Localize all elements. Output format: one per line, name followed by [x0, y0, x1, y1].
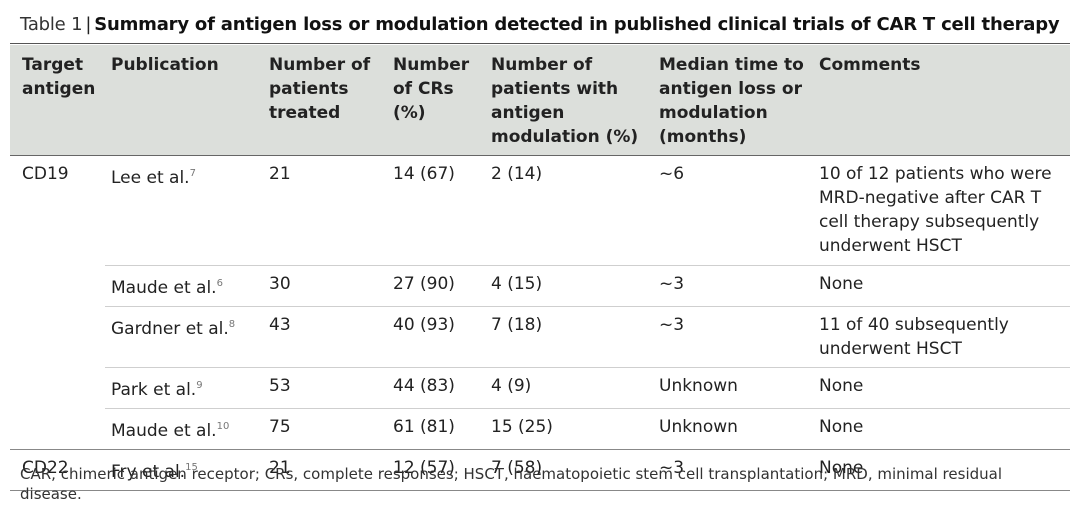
header-cell: Target antigen	[10, 45, 105, 156]
antigen-cell: CD19	[10, 155, 105, 450]
crs-cell: 14 (67)	[387, 155, 485, 266]
header-cell: Number of CRs (%)	[387, 45, 485, 156]
publication: Maude et al.	[111, 278, 217, 298]
reference: 15	[185, 462, 198, 473]
table-row: Maude et al.6 30 27 (90) 4 (15) ~3 None	[10, 265, 1070, 307]
publication-cell: Fry et al.15	[105, 449, 263, 491]
reference: 7	[189, 168, 196, 179]
reference: 10	[216, 421, 230, 432]
header-cell: Comments	[813, 45, 1070, 156]
modulation-cell: 4 (9)	[485, 367, 653, 409]
header-cell: Publication	[105, 45, 263, 156]
publication: Gardner et al.	[111, 319, 229, 339]
comments-cell: None	[813, 449, 1070, 491]
publication-cell: Maude et al.10	[105, 408, 263, 450]
modulation-cell: 4 (15)	[485, 265, 653, 307]
treated-cell: 43	[263, 306, 387, 368]
modulation-cell: 15 (25)	[485, 408, 653, 450]
table-body: CD19 Lee et al.7 21 14 (67) 2 (14) ~6 10 of 12…	[10, 155, 1070, 491]
crs-cell: 40 (93)	[387, 306, 485, 368]
table-row: Park et al.9 53 44 (83) 4 (9) Unknown None	[10, 367, 1070, 409]
publication: Lee et al.	[111, 168, 190, 188]
crs-cell: 27 (90)	[387, 265, 485, 307]
median-time-cell: ~3	[653, 265, 813, 307]
treated-cell: 53	[263, 367, 387, 409]
publication-cell: Gardner et al.8	[105, 306, 263, 368]
reference: 8	[228, 319, 236, 330]
table-title: Table 1 | Summary of antigen loss or modul…	[20, 14, 1060, 35]
crs-cell: 44 (83)	[387, 367, 485, 409]
crs-cell: 12 (57)	[387, 449, 485, 491]
data-table: Target antigen Publication Number of patie…	[10, 45, 1070, 491]
treated-cell: 21	[263, 155, 387, 266]
treated-cell: 75	[263, 408, 387, 450]
publication-cell: Lee et al.7	[105, 155, 263, 266]
comments-cell: 11 of 40 subsequently underwent HSCT	[813, 306, 1070, 368]
table-label: Table 1	[20, 14, 83, 35]
table-row: Maude et al.10 75 61 (81) 15 (25) Unknown Non…	[10, 408, 1070, 450]
reference: 9	[196, 380, 203, 391]
treated-cell: 21	[263, 449, 387, 491]
publication: Park et al.	[111, 380, 197, 400]
reference: 6	[216, 278, 223, 289]
publication: Maude et al.	[111, 421, 217, 441]
table-row: CD22 Fry et al.15 21 12 (57) 7 (58) ~3 None	[10, 449, 1070, 491]
median-time-cell: ~6	[653, 155, 813, 266]
publication-cell: Park et al.9	[105, 367, 263, 409]
header-row: Target antigen Publication Number of patie…	[10, 45, 1070, 156]
comments-cell: None	[813, 265, 1070, 307]
table-row: Gardner et al.8 43 40 (93) 7 (18) ~3 11 of 40…	[10, 306, 1070, 368]
title-rule	[10, 43, 1070, 44]
comments-cell: None	[813, 408, 1070, 450]
median-time-cell: ~3	[653, 306, 813, 368]
header-cell: Median time to antigen loss or modulatio…	[653, 45, 813, 156]
header-cell: Number of patients treated	[263, 45, 387, 156]
median-time-cell: Unknown	[653, 408, 813, 450]
header-cell: Number of patients with antigen modulati…	[485, 45, 653, 156]
treated-cell: 30	[263, 265, 387, 307]
crs-cell: 61 (81)	[387, 408, 485, 450]
table-row: CD19 Lee et al.7 21 14 (67) 2 (14) ~6 10 of 12…	[10, 155, 1070, 450]
antigen-cell: CD22	[10, 449, 105, 491]
modulation-cell: 2 (14)	[485, 155, 653, 266]
comments-cell: 10 of 12 patients who were MRD-negative …	[813, 155, 1070, 266]
median-time-cell: ~3	[653, 449, 813, 491]
comments-cell: None	[813, 367, 1070, 409]
publication-cell: Maude et al.6	[105, 265, 263, 307]
modulation-cell: 7 (18)	[485, 306, 653, 368]
title-text: Summary of antigen loss or modulation de…	[94, 14, 1060, 35]
median-time-cell: Unknown	[653, 367, 813, 409]
publication: Fry et al.	[111, 462, 186, 482]
title-separator: |	[85, 14, 92, 35]
footnote: CAR, chimeric antigen receptor; CRs, com…	[20, 465, 1002, 503]
modulation-cell: 7 (58)	[485, 449, 653, 491]
